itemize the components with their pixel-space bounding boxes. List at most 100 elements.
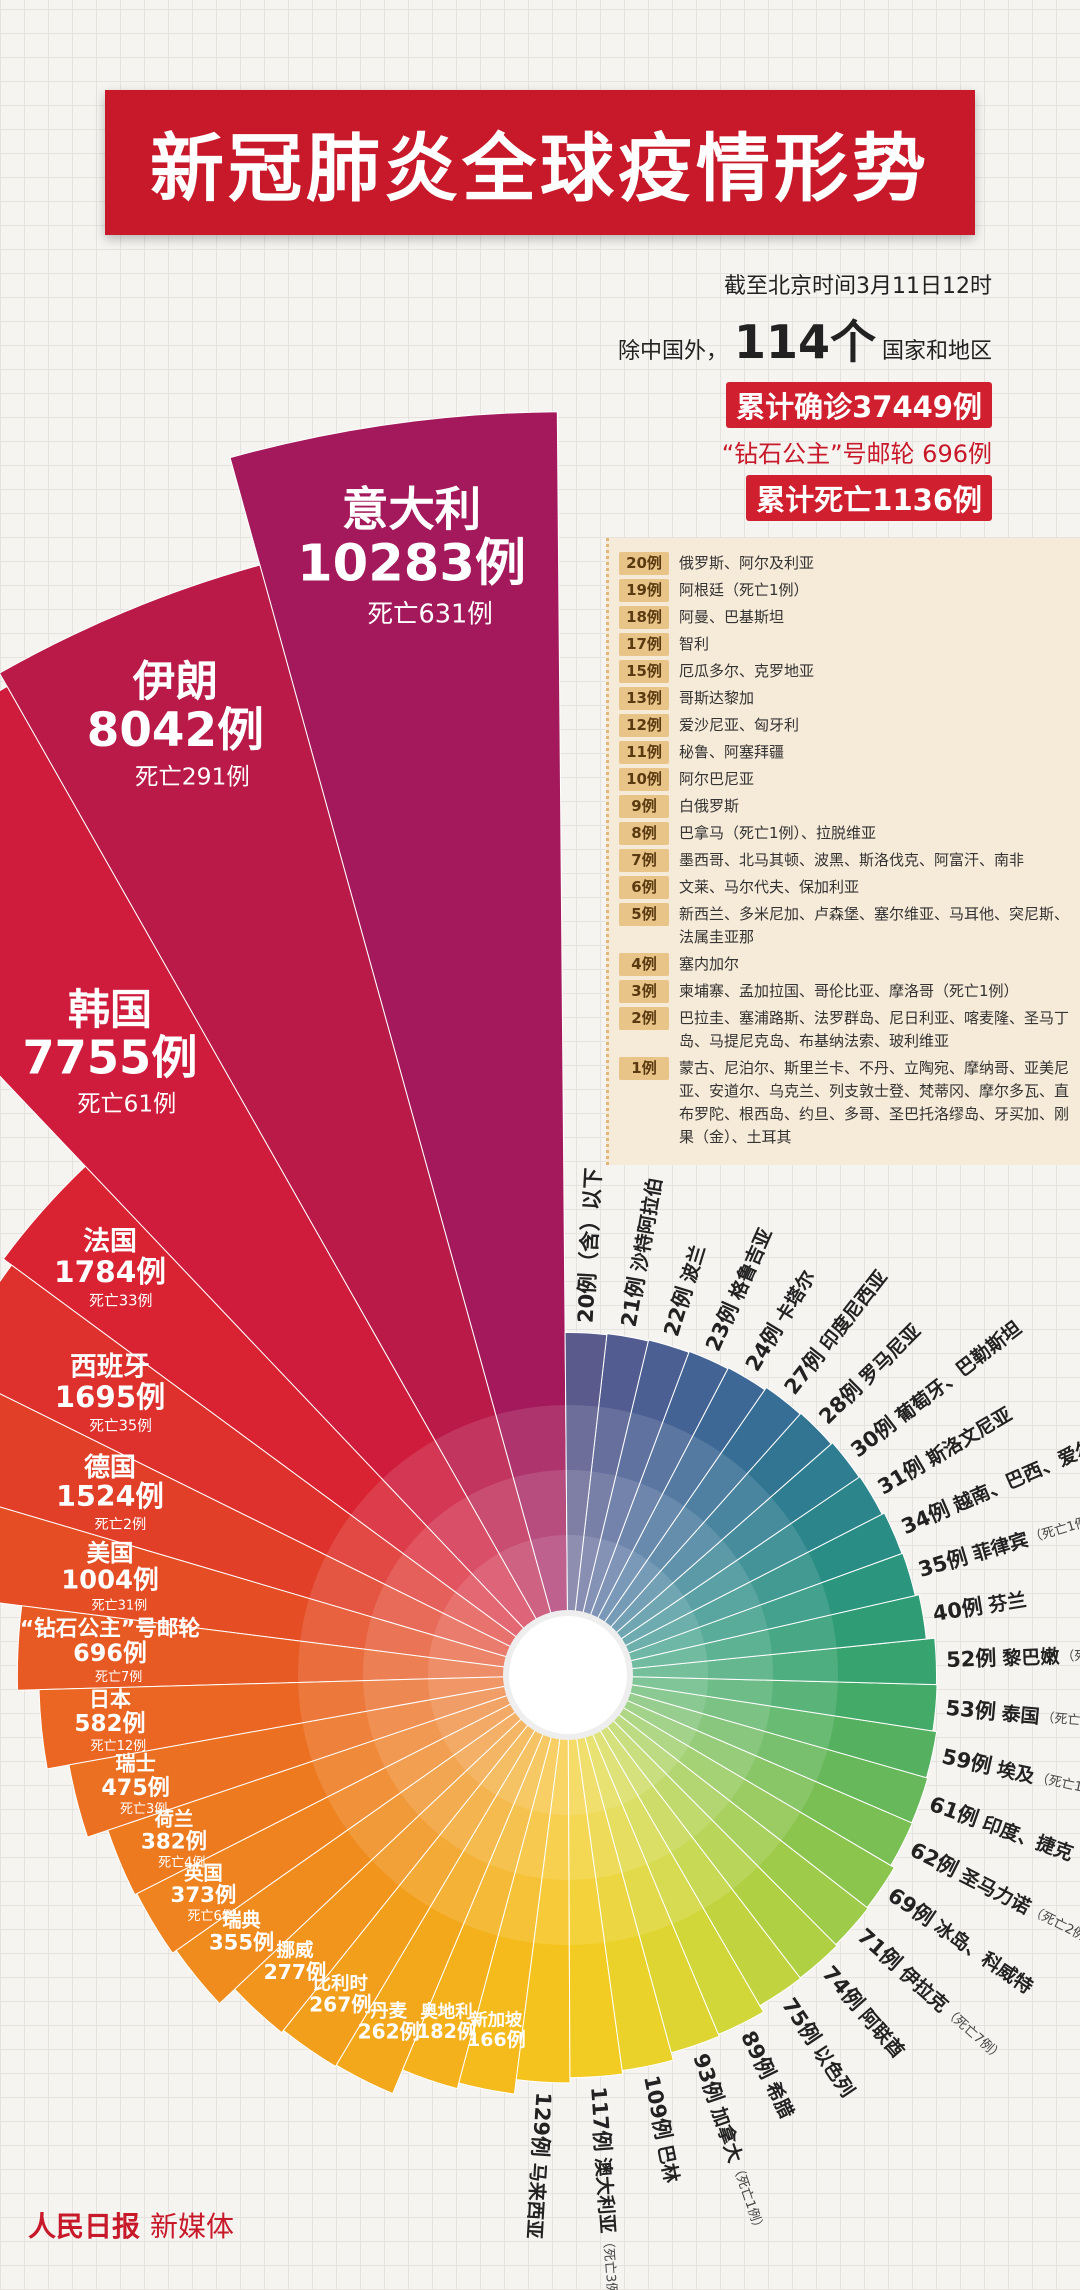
country-name: 阿联酋 — [855, 2004, 910, 2062]
death-label: （死亡1例） — [1061, 1647, 1080, 1665]
value-label: 182例 — [417, 2020, 476, 2043]
country-name: 希腊 — [761, 2078, 799, 2122]
row-countries: 厄瓜多尔、克罗地亚 — [679, 662, 815, 680]
row-countries: 白俄罗斯 — [679, 797, 740, 815]
country-name: 斯洛文尼亚 — [922, 1402, 1015, 1470]
row-count: 3例 — [619, 980, 669, 1003]
country-name: 挪威 — [277, 1940, 314, 1962]
country-label: 109例巴林 — [639, 2073, 684, 2184]
country-label: 22例波兰 — [659, 1242, 710, 1339]
summary: 截至北京时间3月11日12时 除中国外， 114个 国家和地区 累计确诊37449例… — [618, 268, 992, 525]
center-hole — [503, 1610, 633, 1740]
country-name: 埃及 — [995, 1757, 1038, 1788]
row-count: 11例 — [619, 741, 669, 764]
country-name: 伊拉克 — [894, 1961, 953, 2017]
row-count: 12例 — [619, 714, 669, 737]
value-label: 129例 — [527, 2091, 555, 2157]
value-label: 1004例 — [61, 1566, 159, 1596]
country-label: 53例 泰国（死亡1例） — [945, 1696, 1080, 1735]
value-label: 59例 — [940, 1744, 994, 1778]
row-count: 17例 — [619, 633, 669, 656]
country-name: 澳大利亚 — [592, 2157, 620, 2234]
death-label: 死亡12例 — [91, 1739, 147, 1754]
country-label: 89例希腊 — [736, 2027, 799, 2122]
value-label: 1695例 — [55, 1380, 166, 1414]
country-name: 冰岛、科威特 — [930, 1915, 1037, 1998]
value-label: 52例 — [946, 1646, 997, 1672]
country-name: 黎巴嫩 — [1002, 1644, 1061, 1669]
value-label: 277例 — [264, 1960, 327, 1984]
table-row: 8例 巴拿马（死亡1例）、拉脱维亚 — [619, 822, 1079, 845]
brand: 新媒体 — [150, 2210, 235, 2243]
country-name: 瑞典 — [222, 1909, 260, 1932]
value-label: 373例 — [171, 1883, 237, 1908]
country-name: 圣马力诺 — [957, 1863, 1035, 1918]
row-count: 13例 — [619, 687, 669, 710]
death-label: （死亡1例） — [1035, 1770, 1080, 1800]
value-label: 35例 — [916, 1545, 971, 1582]
count: 114个 — [733, 315, 876, 369]
country-count-line: 除中国外， 114个 国家和地区 — [618, 306, 992, 372]
row-count: 18例 — [619, 606, 669, 629]
value-label: 1784例 — [54, 1254, 166, 1289]
table-row: 20例 俄罗斯、阿尔及利亚 — [619, 552, 1079, 575]
row-count: 7例 — [619, 849, 669, 872]
value-label: 61例 — [926, 1792, 981, 1831]
value-label: 7755例 — [23, 1031, 198, 1085]
value-label: 1524例 — [56, 1480, 164, 1513]
table-row: 13例 哥斯达黎加 — [619, 687, 1079, 710]
country-name: 格鲁吉亚 — [724, 1224, 776, 1303]
wedges — [0, 411, 938, 2095]
death-label: （死亡3例） — [600, 2235, 620, 2290]
death-label: 死亡35例 — [89, 1417, 151, 1434]
deaths: 累计死亡1136例 — [746, 475, 992, 521]
value-label: 23例 — [701, 1299, 743, 1355]
death-label: 死亡3例 — [120, 1802, 167, 1817]
country-name: “钻石公主”号邮轮 — [20, 1616, 201, 1642]
value-label: 30例 — [846, 1412, 900, 1462]
country-name: 伊朗 — [132, 657, 218, 707]
value-label: 267例 — [309, 1992, 371, 2016]
country-label: 34例越南、巴西、爱尔兰 — [898, 1426, 1080, 1539]
country-name: 卡塔尔 — [770, 1266, 819, 1327]
value-label: 696例 — [73, 1639, 147, 1667]
value-label: 475例 — [101, 1775, 170, 1801]
value-label: 62例 — [906, 1838, 962, 1882]
country-name: 比利时 — [313, 1973, 369, 1995]
row-countries: 柬埔寨、孟加拉国、哥伦比亚、摩洛哥（死亡1例） — [679, 982, 1019, 1000]
value-label: 582例 — [74, 1711, 145, 1737]
footer: 人民日报 新媒体 — [28, 2205, 234, 2245]
row-countries: 阿曼、巴基斯坦 — [679, 608, 785, 626]
death-label: 死亡291例 — [135, 763, 250, 791]
country-label: 117例澳大利亚（死亡3例） — [586, 2086, 626, 2290]
value-label: 71例 — [853, 1924, 907, 1975]
country-label: 129例马来西亚 — [522, 2091, 555, 2239]
row-countries: 哥斯达黎加 — [679, 689, 755, 707]
table-row: 7例 墨西哥、北马其顿、波黑、斯洛伐克、阿富汗、南非 — [619, 849, 1079, 872]
country-name: 印度、捷克 — [979, 1811, 1076, 1865]
row-countries: 俄罗斯、阿尔及利亚 — [679, 554, 815, 572]
country-name: 韩国 — [68, 985, 152, 1034]
value-label: 22例 — [659, 1284, 697, 1339]
value-label: 89例 — [736, 2027, 780, 2083]
value-label: 382例 — [141, 1829, 207, 1854]
row-countries: 蒙古、尼泊尔、斯里兰卡、不丹、立陶宛、摩纳哥、亚美尼亚、安道尔、乌克兰、列支敦士… — [679, 1059, 1070, 1146]
table-row: 9例 白俄罗斯 — [619, 795, 1079, 818]
country-name: 美国 — [87, 1539, 134, 1567]
death-label: （死亡7例） — [941, 2004, 1006, 2064]
value-label: 53例 — [945, 1696, 997, 1724]
country-name: 英国 — [184, 1861, 223, 1884]
death-label: （死亡1例） — [1041, 1710, 1080, 1731]
table-row: 4例 塞内加尔 — [619, 953, 1079, 976]
country-name: 丹麦 — [370, 2000, 407, 2022]
row-count: 2例 — [619, 1007, 669, 1030]
country-name: 沙特阿拉伯 — [627, 1176, 666, 1274]
country-name: 波兰 — [676, 1242, 709, 1285]
value-label: 10283例 — [297, 535, 526, 594]
row-countries: 新西兰、多米尼加、卢森堡、塞尔维亚、马耳他、突尼斯、法属圭亚那 — [679, 905, 1070, 946]
table-row: 17例 智利 — [619, 633, 1079, 656]
row-count: 8例 — [619, 822, 669, 845]
row-countries: 墨西哥、北马其顿、波黑、斯洛伐克、阿富汗、南非 — [679, 851, 1025, 869]
table-row: 10例 阿尔巴尼亚 — [619, 768, 1079, 791]
value-label: 27例 — [780, 1345, 830, 1399]
